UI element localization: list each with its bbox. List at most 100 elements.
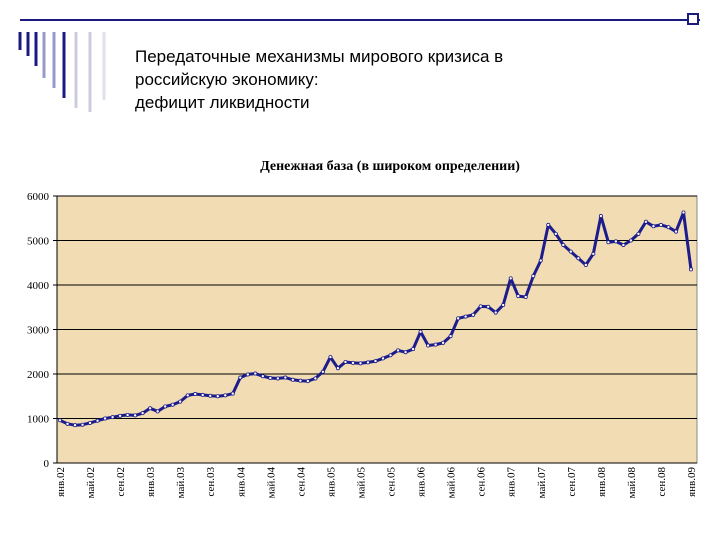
slide-title: Передаточные механизмы мирового кризиса … [135, 47, 503, 66]
data-point [433, 342, 438, 347]
data-point [673, 229, 678, 234]
data-point [396, 348, 401, 353]
data-point [681, 210, 686, 215]
x-tick-label: янв.08 [596, 467, 608, 497]
data-point [441, 340, 446, 345]
data-point [486, 304, 491, 309]
data-point [88, 420, 93, 425]
data-point [283, 375, 288, 380]
data-point [516, 294, 521, 299]
x-tick-label: май.04 [265, 467, 277, 499]
data-point [155, 409, 160, 414]
x-tick-label: янв.05 [325, 467, 337, 497]
data-point [290, 377, 295, 382]
data-point [388, 353, 393, 358]
x-tick-label: сен.08 [656, 467, 668, 497]
data-point [80, 422, 85, 427]
data-point [576, 256, 581, 261]
data-point [170, 402, 175, 407]
data-point [456, 316, 461, 321]
data-point [223, 393, 228, 398]
data-point [658, 222, 663, 227]
data-point [666, 225, 671, 230]
data-point [621, 242, 626, 247]
data-point [268, 376, 273, 381]
data-point [73, 423, 78, 428]
data-point [238, 375, 243, 380]
data-point [140, 411, 145, 416]
data-point [298, 378, 303, 383]
slide-title: российскую экономику: [135, 70, 319, 89]
data-point [448, 334, 453, 339]
data-point [275, 376, 280, 381]
data-point [568, 249, 573, 254]
data-point [426, 343, 431, 348]
x-tick-label: сен.02 [115, 467, 127, 497]
data-point [125, 412, 130, 417]
data-point [538, 258, 543, 263]
data-point [636, 231, 641, 236]
data-point [606, 240, 611, 245]
data-point [58, 418, 63, 423]
data-point [613, 239, 618, 244]
data-point [523, 295, 528, 300]
x-tick-label: май.06 [446, 467, 458, 499]
data-point [305, 379, 310, 384]
data-point [118, 413, 123, 418]
data-point [253, 371, 258, 376]
data-point [193, 392, 198, 397]
x-tick-label: янв.07 [506, 467, 518, 497]
x-tick-label: сен.03 [205, 467, 217, 497]
data-point [463, 314, 468, 319]
x-tick-label: янв.02 [55, 467, 67, 497]
x-tick-label: сен.05 [386, 467, 398, 497]
data-point [350, 360, 355, 365]
x-tick-label: май.05 [355, 467, 367, 499]
data-point [133, 413, 138, 418]
data-point [546, 222, 551, 227]
x-tick-label: янв.06 [416, 467, 428, 497]
y-tick-label: 0 [44, 458, 50, 470]
data-point [163, 404, 168, 409]
x-tick-label: янв.03 [145, 467, 157, 497]
data-point [591, 251, 596, 256]
data-point [553, 231, 558, 236]
data-point [260, 374, 265, 379]
decoration [18, 13, 700, 112]
y-tick-label: 5000 [27, 236, 50, 248]
data-point [493, 310, 498, 315]
data-point [373, 359, 378, 364]
data-point [200, 392, 205, 397]
data-point [508, 276, 513, 281]
data-point [643, 219, 648, 224]
data-point [110, 415, 115, 420]
x-tick-label: янв.09 [686, 467, 698, 497]
data-point [531, 274, 536, 279]
data-point [365, 360, 370, 365]
data-point [628, 238, 633, 243]
y-tick-label: 4000 [27, 280, 50, 292]
data-point [245, 372, 250, 377]
x-tick-label: май.02 [85, 467, 97, 498]
data-point [148, 406, 153, 411]
x-tick-label: май.08 [626, 467, 638, 499]
data-point [403, 350, 408, 355]
data-point [501, 303, 506, 308]
x-tick-label: май.03 [175, 467, 187, 499]
data-point [651, 224, 656, 229]
chart-title: Денежная база (в широком определении) [260, 159, 520, 174]
data-point [230, 391, 235, 396]
data-point [343, 359, 348, 364]
slide-title: дефицит ликвидности [135, 93, 310, 112]
data-point [471, 312, 476, 317]
data-point [418, 329, 423, 334]
data-point [381, 356, 386, 361]
data-point [561, 242, 566, 247]
x-tick-label: янв.04 [235, 467, 247, 497]
y-tick-label: 3000 [27, 325, 50, 337]
data-point [320, 369, 325, 374]
x-tick-label: сен.07 [566, 467, 578, 497]
data-point [335, 366, 340, 371]
data-point [185, 393, 190, 398]
